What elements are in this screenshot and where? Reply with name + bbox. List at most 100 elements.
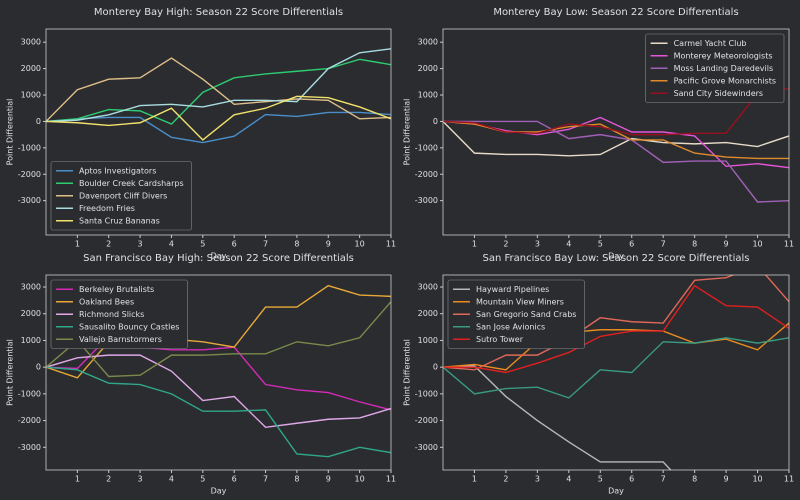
x-tick-label: 5 <box>598 240 603 249</box>
y-tick-label: -1000 <box>18 143 41 152</box>
legend-label: Oakland Bees <box>79 297 134 306</box>
legend-label: Hayward Pipelines <box>476 285 549 294</box>
x-tick-label: 1 <box>472 240 477 249</box>
x-tick-label: 9 <box>326 240 331 249</box>
x-tick-label: 9 <box>724 475 729 484</box>
y-tick-label: 0 <box>36 117 41 126</box>
series-line <box>46 95 391 141</box>
series-line <box>443 120 789 160</box>
series-line <box>46 58 391 125</box>
y-tick-label: -2000 <box>415 416 438 425</box>
legend-label: Davenport Cliff Divers <box>79 191 167 200</box>
y-tick-label: 0 <box>36 363 41 372</box>
x-tick-label: 6 <box>629 475 634 484</box>
x-tick-label: 4 <box>169 475 174 484</box>
series-line <box>443 322 789 371</box>
x-tick-label: 11 <box>386 475 396 484</box>
y-tick-label: 3000 <box>21 38 41 47</box>
x-tick-label: 2 <box>106 240 111 249</box>
series-line <box>443 87 789 136</box>
y-tick-label: -2000 <box>18 170 41 179</box>
x-tick-label: 7 <box>263 240 268 249</box>
x-tick-label: 3 <box>535 240 540 249</box>
legend-label: Carmel Yacht Club <box>674 39 747 48</box>
x-tick-label: 5 <box>598 475 603 484</box>
series-line <box>46 57 391 122</box>
x-tick-label: 10 <box>752 475 762 484</box>
x-tick-label: 1 <box>75 475 80 484</box>
legend-label: Pacific Grove Monarchists <box>674 76 776 85</box>
panel: Monterey Bay Low: Season 22 Score Differ… <box>403 7 795 261</box>
series-line <box>46 366 391 458</box>
legend-label: Sand City Sidewinders <box>674 89 764 98</box>
x-tick-label: 11 <box>784 240 794 249</box>
legend: Berkeley Brutalists Oakland Bees Richmond … <box>50 279 188 349</box>
x-tick-label: 8 <box>692 475 697 484</box>
legend-label: Freedom Fries <box>79 204 135 213</box>
legend-box <box>50 279 188 349</box>
legend-label: Vallejo Barnstormers <box>79 335 162 344</box>
legend-label: Santa Cruz Bananas <box>79 216 160 225</box>
x-tick-label: 3 <box>138 240 143 249</box>
x-tick-label: 8 <box>692 240 697 249</box>
legend-label: Sausalito Bouncy Castles <box>79 322 179 331</box>
x-tick-label: 6 <box>232 475 237 484</box>
legend-label: Moss Landing Daredevils <box>674 64 774 73</box>
y-tick-label: 1000 <box>418 336 438 345</box>
x-tick-label: 5 <box>200 475 205 484</box>
y-tick-label: 3000 <box>21 283 41 292</box>
plot-area <box>443 87 789 203</box>
x-tick-label: 11 <box>784 475 794 484</box>
x-tick-label: 7 <box>263 475 268 484</box>
series-line <box>46 301 391 378</box>
x-tick-label: 10 <box>355 240 365 249</box>
legend-label: Mountain View Miners <box>476 297 564 306</box>
y-axis-label: Point Differential <box>403 339 412 406</box>
x-tick-label: 10 <box>752 240 762 249</box>
legend: Aptos Investigators Boulder Creek Cardsha… <box>50 161 192 231</box>
panel: San Francisco Bay Low: Season 22 Score D… <box>403 253 795 496</box>
panel: San Francisco Bay High: Season 22 Score … <box>6 253 397 496</box>
y-tick-label: -2000 <box>18 416 41 425</box>
y-tick-label: -2000 <box>415 170 438 179</box>
series-line <box>46 48 391 123</box>
y-tick-label: 1000 <box>21 336 41 345</box>
axes-frame <box>442 28 790 236</box>
x-tick-label: 9 <box>724 240 729 249</box>
y-tick-label: 0 <box>433 363 438 372</box>
y-tick-label: 2000 <box>21 64 41 73</box>
y-tick-label: -1000 <box>415 389 438 398</box>
series-line <box>443 120 789 157</box>
legend-box <box>645 33 785 103</box>
axes-frame <box>45 274 392 471</box>
y-tick-label: 2000 <box>21 309 41 318</box>
x-tick-label: 4 <box>566 240 571 249</box>
legend-box <box>447 279 585 349</box>
legend-label: Richmond Slicks <box>79 310 144 319</box>
y-tick-label: -3000 <box>18 443 41 452</box>
x-tick-label: 6 <box>232 240 237 249</box>
x-tick-label: 11 <box>386 240 396 249</box>
panel: Monterey Bay High: Season 22 Score Diffe… <box>6 7 397 261</box>
y-tick-label: -3000 <box>18 196 41 205</box>
legend-label: Aptos Investigators <box>79 166 156 175</box>
y-axis-label: Point Differential <box>6 339 15 406</box>
axes-frame <box>45 28 392 236</box>
axes-frame <box>442 274 790 471</box>
chart-title: Monterey Bay Low: Season 22 Score Differ… <box>493 7 738 18</box>
x-tick-label: 8 <box>294 240 299 249</box>
series-line <box>443 365 672 470</box>
x-axis-label: Day <box>608 252 624 261</box>
x-tick-label: 8 <box>294 475 299 484</box>
y-axis-label: Point Differential <box>6 99 15 166</box>
x-tick-label: 1 <box>472 475 477 484</box>
series-line <box>443 120 789 203</box>
x-tick-label: 3 <box>535 475 540 484</box>
series-line <box>46 111 391 144</box>
series-line <box>443 337 789 399</box>
x-tick-label: 2 <box>503 240 508 249</box>
legend-label: Monterey Meteorologists <box>674 51 773 60</box>
series-line <box>46 354 391 428</box>
series-line <box>443 284 789 374</box>
